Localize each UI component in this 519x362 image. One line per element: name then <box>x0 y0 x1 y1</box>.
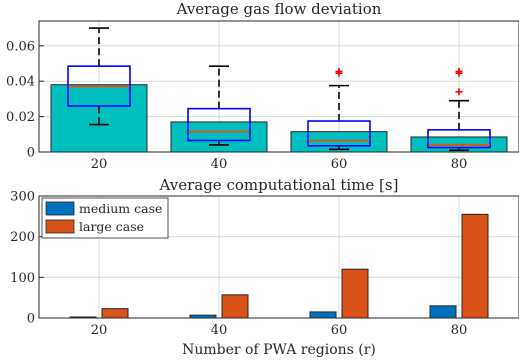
chart-1-ytick-label: 0.02 <box>6 110 35 125</box>
legend-label-medium: medium case <box>79 201 162 216</box>
chart-2-x-ticks: 20 40 60 80 <box>91 323 468 338</box>
chart-2-ytick-label: 300 <box>10 190 35 205</box>
chart-2-bar-large <box>221 294 249 319</box>
chart-1-y-ticks: 0 0.02 0.04 0.06 <box>6 39 35 160</box>
chart-2-bar-medium <box>429 305 457 319</box>
chart-2-ytick-label: 100 <box>10 271 35 286</box>
legend-swatch-large <box>45 219 75 234</box>
chart-2-xtick-label: 40 <box>211 323 228 338</box>
chart-2-bar-large <box>101 308 129 319</box>
chart-2-bar-large <box>461 213 489 319</box>
chart-2-bar-medium <box>309 311 337 319</box>
chart-2-ytick-label: 0 <box>27 312 35 327</box>
legend-label-large: large case <box>79 219 144 234</box>
chart-2-legend: medium case large case <box>41 197 169 239</box>
chart-2-bar-large <box>341 268 369 319</box>
chart-1-box <box>187 107 251 142</box>
chart-2-xtick-label: 80 <box>451 323 468 338</box>
chart-1-ytick-label: 0 <box>27 146 35 161</box>
chart-2-ytick-label: 200 <box>10 230 35 245</box>
chart-1-boxplots <box>67 27 491 152</box>
chart-1-ytick-label: 0.04 <box>6 75 35 90</box>
chart-gas-flow-deviation: Average gas flow deviation 0 0.02 0.04 0… <box>6 0 519 172</box>
chart-1-box <box>307 120 371 147</box>
chart-1-xtick-label: 40 <box>211 157 228 172</box>
chart-2-bars <box>69 213 489 319</box>
chart-2-frame <box>38 195 519 319</box>
chart-1-xtick-label: 60 <box>331 157 348 172</box>
legend-swatch-medium <box>45 201 75 216</box>
chart-2-xtick-label: 60 <box>331 323 348 338</box>
chart-1-x-ticks: 20 40 60 80 <box>91 157 468 172</box>
chart-1-title: Average gas flow deviation <box>176 0 382 18</box>
chart-1-frame <box>38 20 519 153</box>
chart-2-xtick-label: 20 <box>91 323 108 338</box>
chart-1-ytick-label: 0.06 <box>6 39 35 54</box>
chart-2-x-axis-label: Number of PWA regions (r) <box>182 342 376 358</box>
chart-computational-time: Average computational time [s] 0 100 200… <box>10 176 519 358</box>
chart-1-xtick-label: 20 <box>91 157 108 172</box>
chart-1-bar <box>170 121 268 153</box>
chart-1-xtick-label: 80 <box>451 157 468 172</box>
chart-1-box <box>427 129 491 149</box>
chart-2-title: Average computational time [s] <box>159 176 399 194</box>
chart-2-y-ticks: 0 100 200 300 <box>10 190 35 327</box>
